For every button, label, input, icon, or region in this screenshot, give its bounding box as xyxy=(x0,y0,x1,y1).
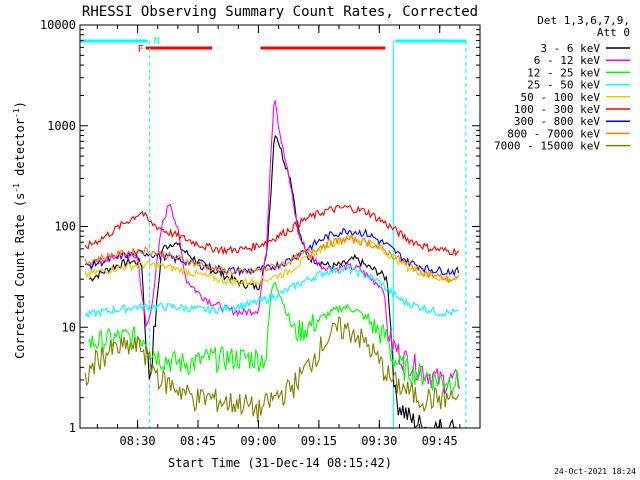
y-tick-label: 1 xyxy=(69,421,76,435)
y-axis-label: Corrected Count Rate (s-1 detector-1) xyxy=(12,101,27,359)
legend-entry-label: 300 - 800 keV xyxy=(514,115,600,128)
series-line xyxy=(84,234,460,284)
series-line xyxy=(84,232,460,287)
y-tick-label: 10000 xyxy=(40,18,76,32)
axes: 1 10 100 1000 10000 08:30 08:45 09:00 09:15 09:30… xyxy=(40,18,481,448)
y-tick-label: 100 xyxy=(54,220,76,234)
legend-header-line: Det 1,3,6,7,9, xyxy=(537,14,630,27)
flare-flag-label: F xyxy=(138,44,144,55)
series-lines xyxy=(84,100,461,430)
y-axis-label-sup2: -1 xyxy=(12,108,21,118)
chart-title: RHESSI Observing Summary Count Rates, Co… xyxy=(82,4,478,20)
legend-entry-label: 12 - 25 keV xyxy=(527,66,600,79)
y-axis-label-end: ) xyxy=(13,101,27,108)
series-line xyxy=(88,100,461,395)
footer-timestamp: 24-Oct-2021 18:24 xyxy=(554,467,636,476)
y-axis-label-sup1: -1 xyxy=(12,183,21,193)
legend-entry-label: 800 - 7000 keV xyxy=(507,127,600,140)
legend-header-line: Att 0 xyxy=(597,26,630,39)
legend-entry-label: 25 - 50 keV xyxy=(527,79,600,92)
legend-entry-label: 3 - 6 keV xyxy=(540,42,600,55)
y-tick-label: 10 xyxy=(62,320,76,334)
x-tick-label: 09:15 xyxy=(301,434,337,448)
y-axis-label-mid: detector xyxy=(13,118,27,183)
x-tick-label: 09:00 xyxy=(240,434,276,448)
legend-entry-label: 50 - 100 keV xyxy=(521,91,601,104)
legend-entry-label: 6 - 12 keV xyxy=(534,54,601,67)
series-line xyxy=(84,316,460,423)
series-line xyxy=(84,205,460,257)
legend-entry-label: 7000 - 15000 keV xyxy=(494,140,600,153)
y-axis-label-main: Corrected Count Rate (s xyxy=(13,193,27,359)
x-axis-label: Start Time (31-Dec-14 08:15:42) xyxy=(168,456,392,470)
x-tick-label: 09:30 xyxy=(361,434,397,448)
flag-bars: FN xyxy=(79,36,467,428)
legend-entry-label: 100 - 300 keV xyxy=(514,103,600,116)
series-line xyxy=(88,281,461,396)
x-tick-label: 08:30 xyxy=(120,434,156,448)
x-tick-label: 09:45 xyxy=(422,434,458,448)
night-flag-label: N xyxy=(154,36,160,47)
x-tick-label: 08:45 xyxy=(180,434,216,448)
y-tick-label: 1000 xyxy=(47,119,76,133)
series-line xyxy=(84,227,460,277)
series-line xyxy=(84,264,459,319)
